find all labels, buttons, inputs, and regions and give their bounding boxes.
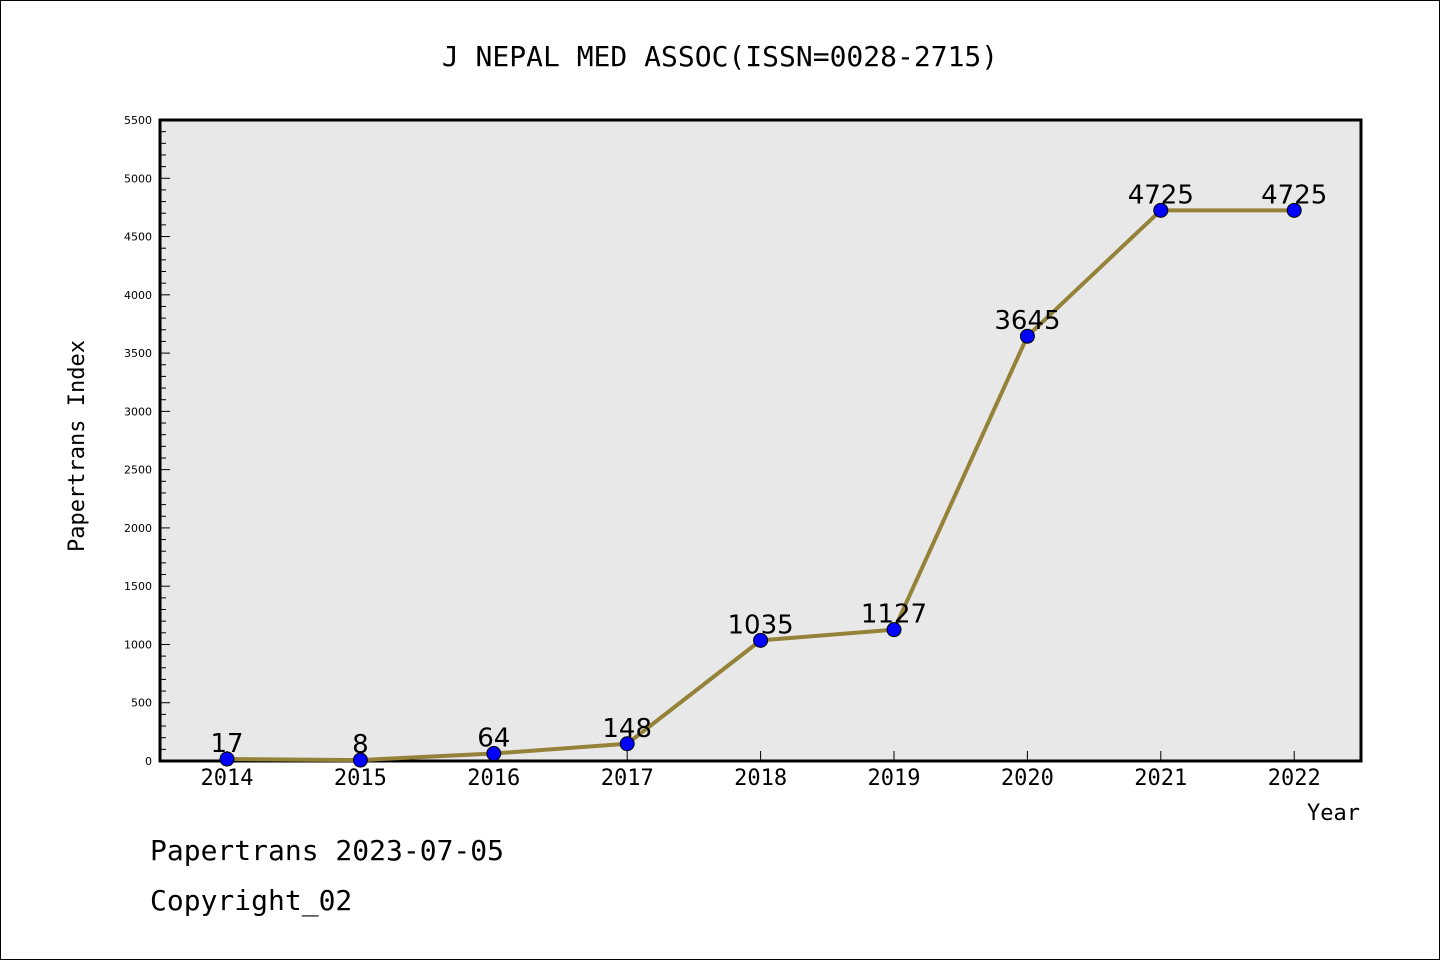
x-tick-label: 2022: [1268, 766, 1321, 791]
data-label: 1127: [861, 600, 927, 630]
plot-area: [158, 118, 1363, 763]
data-label: 64: [477, 724, 510, 754]
x-tick-label: 2019: [868, 766, 921, 791]
data-label: 4725: [1128, 180, 1194, 210]
y-tick-label: 4500: [124, 231, 152, 244]
x-tick-label: 2017: [601, 766, 654, 791]
data-point-marker: [1019, 328, 1035, 344]
footer-date: Papertrans 2023-07-05: [150, 834, 505, 867]
y-tick-label: 3000: [124, 405, 152, 418]
data-point-marker: [352, 752, 368, 768]
data-label: 4725: [1261, 180, 1327, 210]
marker-group: [219, 202, 1302, 768]
data-label: 148: [602, 714, 652, 744]
data-point-marker: [886, 622, 902, 638]
x-tick-label: 2021: [1134, 766, 1187, 791]
y-tick-label: 1500: [124, 580, 152, 593]
y-tick-label: 5000: [124, 172, 152, 185]
y-tick-label: 5500: [124, 114, 152, 127]
data-point-marker: [1286, 202, 1302, 218]
data-point-marker: [486, 746, 502, 762]
chart-title: J NEPAL MED ASSOC(ISSN=0028-2715): [442, 40, 998, 73]
y-tick-label: 2000: [124, 522, 152, 535]
x-axis: 2014 2015 2016 2017 2018 2019 2020 2021 2022: [201, 751, 1321, 791]
data-label: 8: [352, 730, 369, 760]
footer-copyright: Copyright_02: [150, 884, 353, 917]
data-point-marker: [219, 751, 235, 767]
x-tick-label: 2014: [201, 766, 254, 791]
data-point-marker: [753, 632, 769, 648]
data-point-marker: [1153, 202, 1169, 218]
y-tick-label: 0: [145, 755, 152, 768]
x-tick-label: 2020: [1001, 766, 1054, 791]
x-tick-label: 2018: [734, 766, 787, 791]
data-label-group: 17 8 64 148 1035 1127 3645 4725 4725: [210, 180, 1327, 760]
y-tick-label: 2500: [124, 464, 152, 477]
y-tick-label: 3500: [124, 347, 152, 360]
y-axis-title: Papertrans Index: [65, 340, 90, 552]
x-tick-label: 2015: [334, 766, 387, 791]
data-label: 3645: [994, 306, 1060, 336]
data-point-marker: [619, 736, 635, 752]
y-tick-label: 500: [131, 697, 152, 710]
y-tick-label: 1000: [124, 638, 152, 651]
x-tick-label: 2016: [467, 766, 520, 791]
y-axis: 0 500 1000 1500 2000 2500 3000 3500 4000 4500 5000…: [124, 114, 170, 768]
data-label: 1035: [728, 610, 794, 640]
y-tick-label: 4000: [124, 289, 152, 302]
data-label: 17: [210, 729, 243, 759]
x-axis-title: Year: [1307, 801, 1360, 826]
